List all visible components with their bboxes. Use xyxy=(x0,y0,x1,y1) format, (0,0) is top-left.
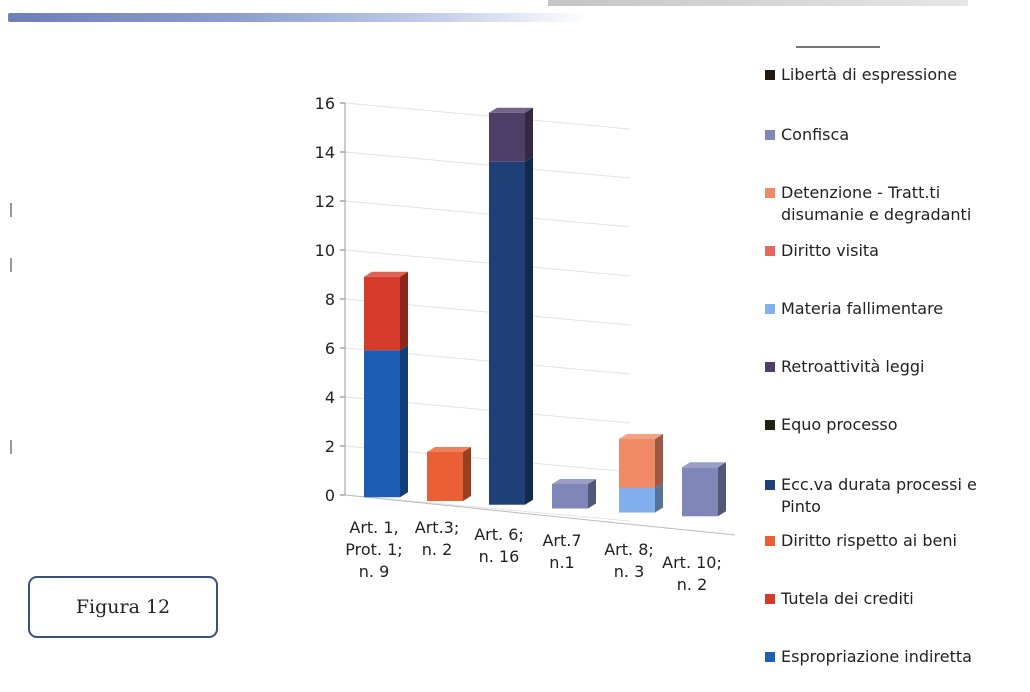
legend-label: Diritto rispetto ai beni xyxy=(781,531,957,550)
legend-swatch xyxy=(765,246,775,256)
bar-segment-side xyxy=(463,447,471,501)
bar-segment-side xyxy=(400,345,408,498)
y-tick-label: 0 xyxy=(325,486,335,505)
figure-caption-box: Figura 12 xyxy=(28,576,218,638)
header-cropped-title xyxy=(548,0,968,6)
bar-segment-side xyxy=(525,107,533,162)
legend-label: Diritto visita xyxy=(781,241,879,260)
bar-segment xyxy=(682,467,718,517)
legend-label: Ecc.va durata processi e Pinto xyxy=(781,475,977,516)
x-tick-label: n.1 xyxy=(549,553,574,572)
legend-swatch xyxy=(765,420,775,430)
legend-top-rule xyxy=(796,46,880,48)
bar-segment xyxy=(364,276,400,351)
legend-item: Confisca xyxy=(765,124,1021,146)
legend-label: Materia fallimentare xyxy=(781,299,944,318)
gridline xyxy=(344,249,631,277)
bar-segment-side xyxy=(655,434,663,489)
y-tick-label: 2 xyxy=(325,437,335,456)
bar-segment xyxy=(427,452,463,501)
x-tick-label: n. 3 xyxy=(614,562,645,581)
bar-segment-top xyxy=(682,462,726,468)
bar-segment xyxy=(489,161,525,505)
bar-segment-top xyxy=(364,271,408,277)
legend-item: Diritto rispetto ai beni xyxy=(765,530,1021,552)
bar-segment-top xyxy=(489,107,533,113)
bar-segment xyxy=(619,439,655,489)
legend-swatch xyxy=(765,304,775,314)
legend-label: Tutela dei crediti xyxy=(781,589,914,608)
legend-item: Espropriazione indiretta xyxy=(765,646,1021,668)
bar-segment-side xyxy=(718,462,726,517)
legend-swatch xyxy=(765,130,775,140)
stacked-bar-chart: 0 2 4 6 8 10 12 14 16 Art. 1, Prot. 1; n. 9 Art.3; n.… xyxy=(315,94,736,594)
bar-segment xyxy=(489,112,525,162)
legend-swatch xyxy=(765,536,775,546)
x-tick-label: Prot. 1; xyxy=(345,540,402,559)
y-tick-label: 6 xyxy=(325,339,335,358)
x-axis-floor xyxy=(344,494,736,536)
bar-segment xyxy=(364,350,400,498)
legend-swatch xyxy=(765,70,775,80)
legend-label: Retroattività leggi xyxy=(781,357,925,376)
legend-item: Diritto visita xyxy=(765,240,1021,262)
x-tick-label: Art. 6; xyxy=(474,525,524,544)
x-tick-label: n. 9 xyxy=(359,562,390,581)
x-tick-label: Art. 10; xyxy=(662,553,722,572)
y-tick-label: 14 xyxy=(315,143,335,162)
bar-segment-side xyxy=(655,483,663,513)
gridline xyxy=(344,200,631,228)
legend-item: Materia fallimentare xyxy=(765,298,1021,320)
legend-label: Detenzione - Tratt.ti disumanie e degrad… xyxy=(781,183,972,224)
bar-segment-side xyxy=(588,479,596,509)
legend-swatch xyxy=(765,188,775,198)
gridline xyxy=(344,102,631,130)
legend-swatch xyxy=(765,480,775,490)
bar-segment-top xyxy=(619,434,663,440)
bar-segment xyxy=(619,488,655,513)
x-tick-label: n. 2 xyxy=(677,575,708,594)
bar-segment-side xyxy=(400,271,408,351)
figure-caption-label: Figura 12 xyxy=(75,596,171,618)
left-margin-mark xyxy=(10,440,12,454)
legend-item: Ecc.va durata processi e Pinto xyxy=(765,474,1021,518)
x-tick-label: n. 2 xyxy=(422,540,453,559)
gridline xyxy=(344,494,631,522)
y-tick-label: 16 xyxy=(315,94,335,113)
legend-item: Tutela dei crediti xyxy=(765,588,1021,610)
legend-label: Espropriazione indiretta xyxy=(781,647,972,666)
legend-label: Libertà di espressione xyxy=(781,65,958,84)
y-tick-label: 8 xyxy=(325,290,335,309)
legend-item: Libertà di espressione xyxy=(765,64,1021,86)
bar-segment-top xyxy=(552,479,596,484)
legend-label: Equo processo xyxy=(781,415,898,434)
legend-item: Detenzione - Tratt.ti disumanie e degrad… xyxy=(765,182,1021,226)
y-tick-label: 10 xyxy=(315,241,335,260)
x-tick-label: Art.7 xyxy=(542,531,581,550)
bar-segment xyxy=(552,484,588,509)
bar-segment-top xyxy=(427,447,471,452)
left-margin-mark xyxy=(10,203,12,217)
legend-swatch xyxy=(765,362,775,372)
x-tick-label: Art. 8; xyxy=(604,540,654,559)
x-tick-label: Art.3; xyxy=(415,518,459,537)
legend-label: Confisca xyxy=(781,125,850,144)
left-margin-mark xyxy=(10,258,12,272)
legend-item: Retroattività leggi xyxy=(765,356,1021,378)
legend-swatch xyxy=(765,652,775,662)
header-decoration-bar xyxy=(8,13,588,22)
x-tick-label: n. 16 xyxy=(479,547,520,566)
y-tick-label: 12 xyxy=(315,192,335,211)
gridline xyxy=(344,151,631,179)
y-tick-label: 4 xyxy=(325,388,335,407)
legend-item: Equo processo xyxy=(765,414,1021,436)
bar-segment-side xyxy=(525,156,533,505)
x-tick-label: Art. 1, xyxy=(349,518,398,537)
legend-swatch xyxy=(765,594,775,604)
